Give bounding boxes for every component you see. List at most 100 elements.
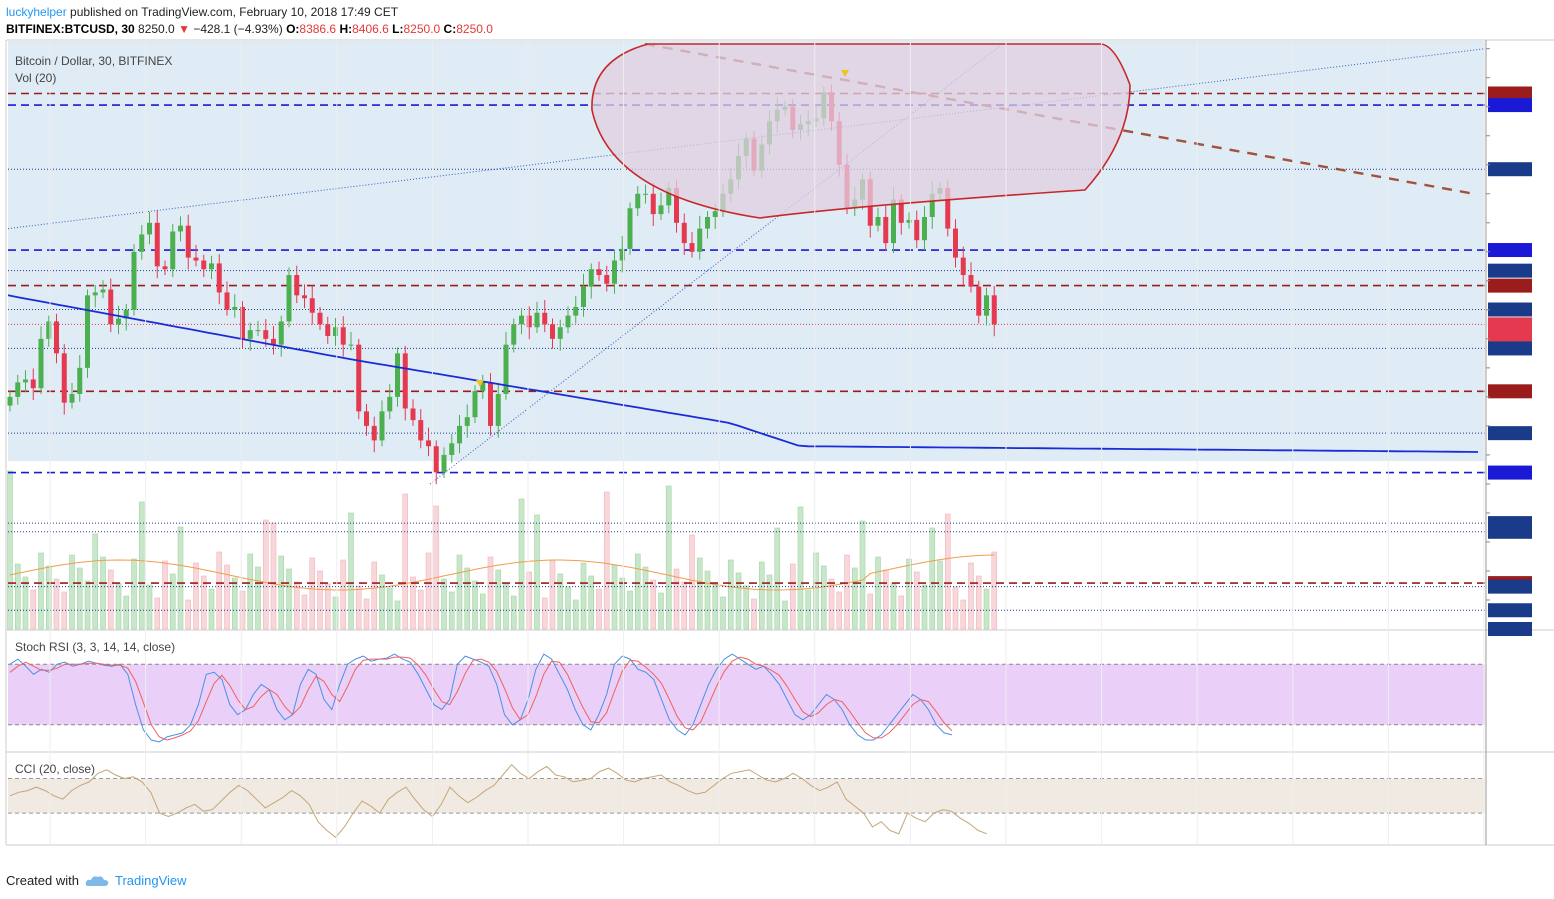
volume-bar	[479, 593, 486, 630]
volume-legend: Vol (20)	[15, 71, 56, 85]
candle-body	[472, 391, 478, 418]
level-badge	[1488, 278, 1532, 293]
volume-bar	[937, 560, 943, 630]
candle-body	[162, 266, 168, 270]
volume-bar	[929, 527, 936, 630]
volume-bar	[324, 583, 331, 630]
low-marker-icon	[476, 380, 484, 387]
candle-body	[410, 408, 416, 421]
level-badge	[1488, 426, 1532, 441]
volume-bar	[727, 559, 734, 630]
candle-body	[46, 321, 52, 339]
volume-bar	[665, 485, 672, 630]
stoch-d-line	[9, 656, 953, 741]
volume-bar	[293, 581, 300, 630]
candle-body	[542, 312, 548, 325]
candle-body	[100, 289, 106, 293]
volume-bar	[518, 498, 525, 630]
volume-bar	[402, 493, 409, 630]
candle-body	[147, 222, 152, 235]
volume-bar	[464, 567, 471, 630]
volume-bar	[92, 533, 99, 630]
candle-body	[302, 295, 307, 299]
candle-body	[379, 411, 385, 441]
volume-bar	[224, 564, 230, 630]
volume-bar	[61, 591, 68, 630]
candle-body	[441, 454, 447, 473]
volume-bar	[379, 574, 385, 630]
volume-bar	[146, 584, 153, 630]
volume-bar	[340, 559, 347, 630]
volume-bar	[200, 575, 207, 630]
volume-bar	[301, 594, 308, 630]
candle-body	[511, 324, 517, 345]
low-label: L:	[392, 22, 404, 36]
tradingview-link[interactable]: TradingView	[114, 873, 187, 888]
high-marker-icon	[841, 70, 849, 77]
cci-pane	[8, 763, 1485, 838]
stoch-rsi-title: Stoch RSI (3, 3, 14, 14, close)	[15, 640, 175, 654]
candle-body	[976, 286, 982, 316]
candle-body	[433, 446, 439, 473]
candle-body	[681, 222, 687, 244]
chart-canvas[interactable]: Bitcoin / Dollar, 30, BITFINEX Vol (20) …	[0, 0, 1554, 870]
moving-average-line	[7, 294, 1479, 453]
level-badge	[1488, 98, 1532, 113]
drawings	[7, 42, 1486, 485]
volume-bar	[580, 562, 587, 630]
chart-header: luckyhelper published on TradingView.com…	[6, 4, 493, 38]
volume-bar	[495, 569, 502, 630]
candle-body	[193, 257, 199, 261]
level-badge	[1488, 384, 1532, 399]
level-badge	[1488, 341, 1532, 356]
candle-body	[596, 269, 602, 276]
volume-bar	[898, 595, 905, 630]
candle-body	[364, 411, 369, 426]
volume-bar	[503, 582, 509, 630]
candle-body	[356, 344, 362, 412]
candle-body	[960, 257, 966, 276]
candle-body	[333, 327, 338, 336]
candle-body	[216, 263, 222, 293]
volume-bar	[758, 561, 765, 630]
cci-title: CCI (20, close)	[15, 762, 95, 776]
candle-body	[953, 228, 958, 258]
volume-bar	[751, 598, 757, 630]
candle-body	[658, 205, 664, 215]
volume-bar	[425, 552, 432, 630]
high-value: 8406.6	[352, 22, 389, 36]
candle-body	[61, 353, 67, 403]
level-badge	[1488, 465, 1532, 480]
candle-body	[371, 425, 377, 441]
candle-body	[170, 231, 176, 270]
volume-bar	[441, 578, 447, 630]
change-value: −428.1 (−4.93%)	[193, 22, 283, 36]
volume-bar	[766, 574, 773, 630]
candle-body	[131, 251, 137, 310]
created-with-label: Created with	[6, 873, 79, 888]
volume-bar	[634, 553, 641, 630]
level-badge	[1488, 330, 1532, 345]
quote-line: BITFINEX:BTCUSD, 30 8250.0 ▼ −428.1 (−4.…	[6, 21, 493, 38]
level-badge	[1488, 524, 1532, 539]
level-badge	[1488, 603, 1532, 618]
volume-bar	[565, 586, 571, 630]
candle-body	[108, 289, 114, 325]
candle-body	[449, 443, 455, 455]
volume-bar	[859, 520, 866, 630]
volume-bar	[658, 592, 664, 630]
candle-body	[263, 330, 269, 339]
volume-bar	[154, 597, 161, 630]
candle-body	[984, 295, 989, 316]
volume-bar	[882, 569, 889, 630]
candle-body	[54, 321, 59, 354]
author-link[interactable]: luckyhelper	[6, 5, 67, 19]
volume-bar	[642, 566, 649, 630]
volume-bar	[286, 568, 292, 630]
main-pane-title: Bitcoin / Dollar, 30, BITFINEX	[15, 54, 172, 68]
time-axis	[49, 40, 1485, 845]
volume-bar	[487, 556, 494, 630]
horizontal-levels	[8, 92, 1485, 611]
candle-body	[85, 295, 90, 368]
candle-body	[991, 295, 997, 325]
